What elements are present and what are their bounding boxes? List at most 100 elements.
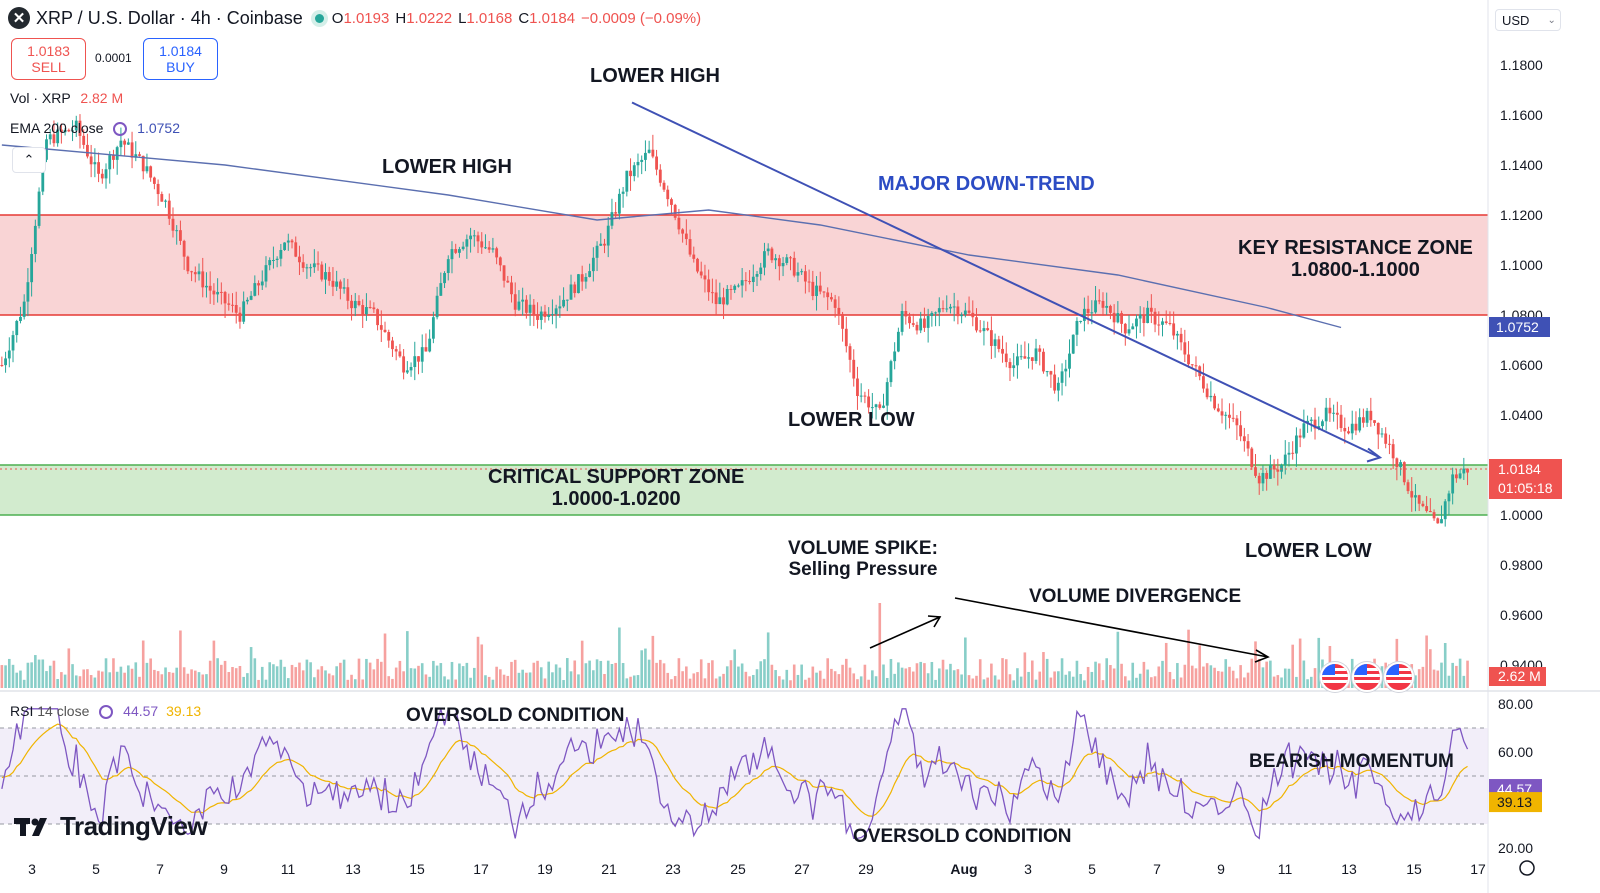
candle-body [647, 149, 651, 153]
volume-bar [510, 661, 513, 688]
candle-body [257, 283, 260, 286]
candle-body [1425, 506, 1429, 511]
annotation-oversold-1: OVERSOLD CONDITION [406, 705, 625, 726]
symbol-title[interactable]: XRP / U.S. Dollar · 4h · Coinbase [36, 7, 303, 28]
volume-bar [1164, 642, 1168, 688]
candle-body [1417, 495, 1421, 504]
buy-button[interactable]: 1.0184 BUY [143, 38, 218, 80]
collapse-legend-button[interactable]: ⌃ [12, 147, 46, 173]
volume-bar [982, 679, 986, 688]
volume-bar [945, 669, 949, 688]
candle-body [167, 200, 171, 219]
volume-bar [1306, 679, 1309, 688]
candle-body [141, 155, 145, 172]
volume-bar [428, 676, 431, 688]
candle-body [41, 159, 45, 192]
candle-body [294, 242, 298, 257]
annotation-volume-divergence: VOLUME DIVERGENCE [1029, 586, 1242, 607]
event-flag-us-1[interactable] [1320, 662, 1350, 692]
ema-legend[interactable]: EMA 200 close 1.0752 [10, 120, 180, 136]
volume-bar [651, 635, 655, 688]
volume-bar [699, 659, 703, 688]
volume-bar [1060, 658, 1064, 688]
volume-axis-label: 2.62 M [1498, 668, 1541, 684]
volume-bar [785, 669, 789, 688]
volume-bar [871, 670, 874, 688]
candle-body [86, 144, 89, 157]
candle-body [606, 225, 610, 246]
volume-bar [964, 637, 967, 688]
volume-bar [454, 679, 458, 688]
volume-bar [112, 658, 115, 688]
ema-legend-label: EMA 200 close [10, 120, 104, 136]
candle-body [1112, 312, 1116, 323]
candle-body [272, 259, 275, 261]
volume-bar [234, 668, 238, 688]
candle-body [1298, 435, 1302, 438]
volume-bar [1016, 668, 1019, 688]
volume-bar [551, 672, 554, 688]
candle-body [487, 247, 491, 250]
gear-icon[interactable] [1519, 860, 1535, 876]
volume-bar [52, 660, 56, 688]
candle-body [588, 271, 592, 277]
candle-body [71, 130, 74, 132]
candle-body [703, 275, 707, 280]
candle-body [33, 225, 37, 255]
candle-body [260, 281, 264, 286]
rsi-legend-value: 44.57 [123, 703, 159, 719]
volume-bar [677, 658, 681, 688]
candle-body [1265, 472, 1269, 479]
candle-body [22, 301, 26, 317]
volume-bar [882, 664, 885, 688]
volume-bar [1202, 666, 1205, 688]
us-flag-icon [1322, 664, 1348, 683]
candle-body [844, 328, 848, 347]
event-flag-us-3[interactable] [1384, 662, 1414, 692]
candle-body [911, 323, 915, 325]
volume-legend[interactable]: Vol · XRP 2.82 M [10, 90, 123, 106]
volume-legend-value: 2.82 M [80, 90, 124, 106]
candle-body [353, 300, 357, 309]
candle-body [1283, 454, 1287, 466]
candle-body [439, 283, 443, 296]
volume-bar [145, 662, 149, 688]
candle-body [841, 313, 844, 329]
volume-bar [543, 678, 547, 688]
volume-bar [387, 676, 391, 688]
sell-button[interactable]: 1.0183 SELL [11, 38, 86, 80]
candle-body [1250, 448, 1254, 468]
volume-bar [346, 679, 350, 688]
volume-bar [108, 672, 112, 688]
volume-bar [703, 678, 707, 688]
volume-bar [1094, 661, 1097, 688]
candle-body [1332, 412, 1336, 414]
event-flag-us-2[interactable] [1352, 662, 1382, 692]
candle-body [863, 395, 867, 397]
candle-body [677, 217, 681, 230]
volume-bar [56, 679, 59, 688]
volume-bar [4, 665, 7, 688]
indicator-settings-icon[interactable] [113, 122, 128, 136]
currency-selector[interactable]: USD ⌄ [1495, 9, 1561, 31]
volume-bar [1239, 665, 1242, 688]
candle-body [1287, 452, 1291, 455]
candle-body [1138, 314, 1142, 319]
candle-body [870, 407, 874, 409]
volume-bar [1283, 668, 1287, 688]
candle-body [324, 272, 327, 280]
candle-body [245, 299, 249, 302]
candle-body [305, 267, 309, 269]
volume-bar [175, 667, 179, 688]
candle-body [93, 162, 97, 165]
volume-bar [1019, 676, 1023, 688]
volume-bar [1138, 673, 1142, 688]
candle-body [524, 299, 528, 313]
volume-bar [949, 663, 952, 688]
rsi-legend[interactable]: RSI 14 close 44.57 39.13 [10, 703, 201, 719]
candle-body [803, 271, 807, 282]
volume-bar [971, 678, 975, 688]
candle-body [662, 182, 666, 190]
rsi-settings-icon[interactable] [99, 705, 114, 719]
